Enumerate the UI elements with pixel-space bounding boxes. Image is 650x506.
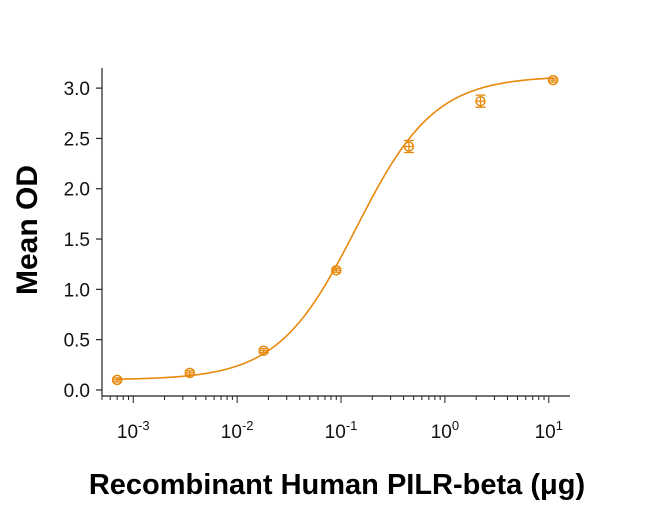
fit-curve — [117, 77, 554, 381]
x-tick-label: 10-3 — [117, 418, 150, 443]
y-tick-label: 1.5 — [64, 230, 90, 251]
y-tick-label: 2.5 — [64, 129, 90, 150]
x-axis-label: Recombinant Human PILR-beta (μg) — [89, 469, 585, 501]
x-tick-label: 10-2 — [221, 418, 254, 443]
x-tick-label: 101 — [535, 418, 563, 443]
x-tick-label: 10-1 — [325, 418, 358, 443]
data-point — [403, 139, 415, 154]
data-point — [331, 264, 342, 276]
y-axis-label: Mean OD — [11, 165, 44, 295]
data-point — [184, 367, 196, 379]
y-tick-label: 0.0 — [64, 381, 90, 402]
data-points — [111, 74, 559, 386]
fit-curve-layer — [117, 77, 554, 381]
data-point — [258, 345, 269, 356]
y-tick-label: 3.0 — [64, 79, 90, 100]
data-point — [475, 94, 486, 108]
axes — [101, 68, 570, 397]
data-point — [547, 74, 559, 86]
data-point — [111, 374, 123, 386]
x-tick-label: 100 — [431, 418, 459, 443]
y-tick-label: 2.0 — [64, 180, 90, 201]
y-tick-label: 0.5 — [64, 331, 90, 352]
ticks: 0.0 0.5 1.0 1.5 2.0 2.5 3.0 10-3 10-2 10-1 100 101 — [64, 79, 563, 443]
y-tick-label: 1.0 — [64, 280, 90, 301]
